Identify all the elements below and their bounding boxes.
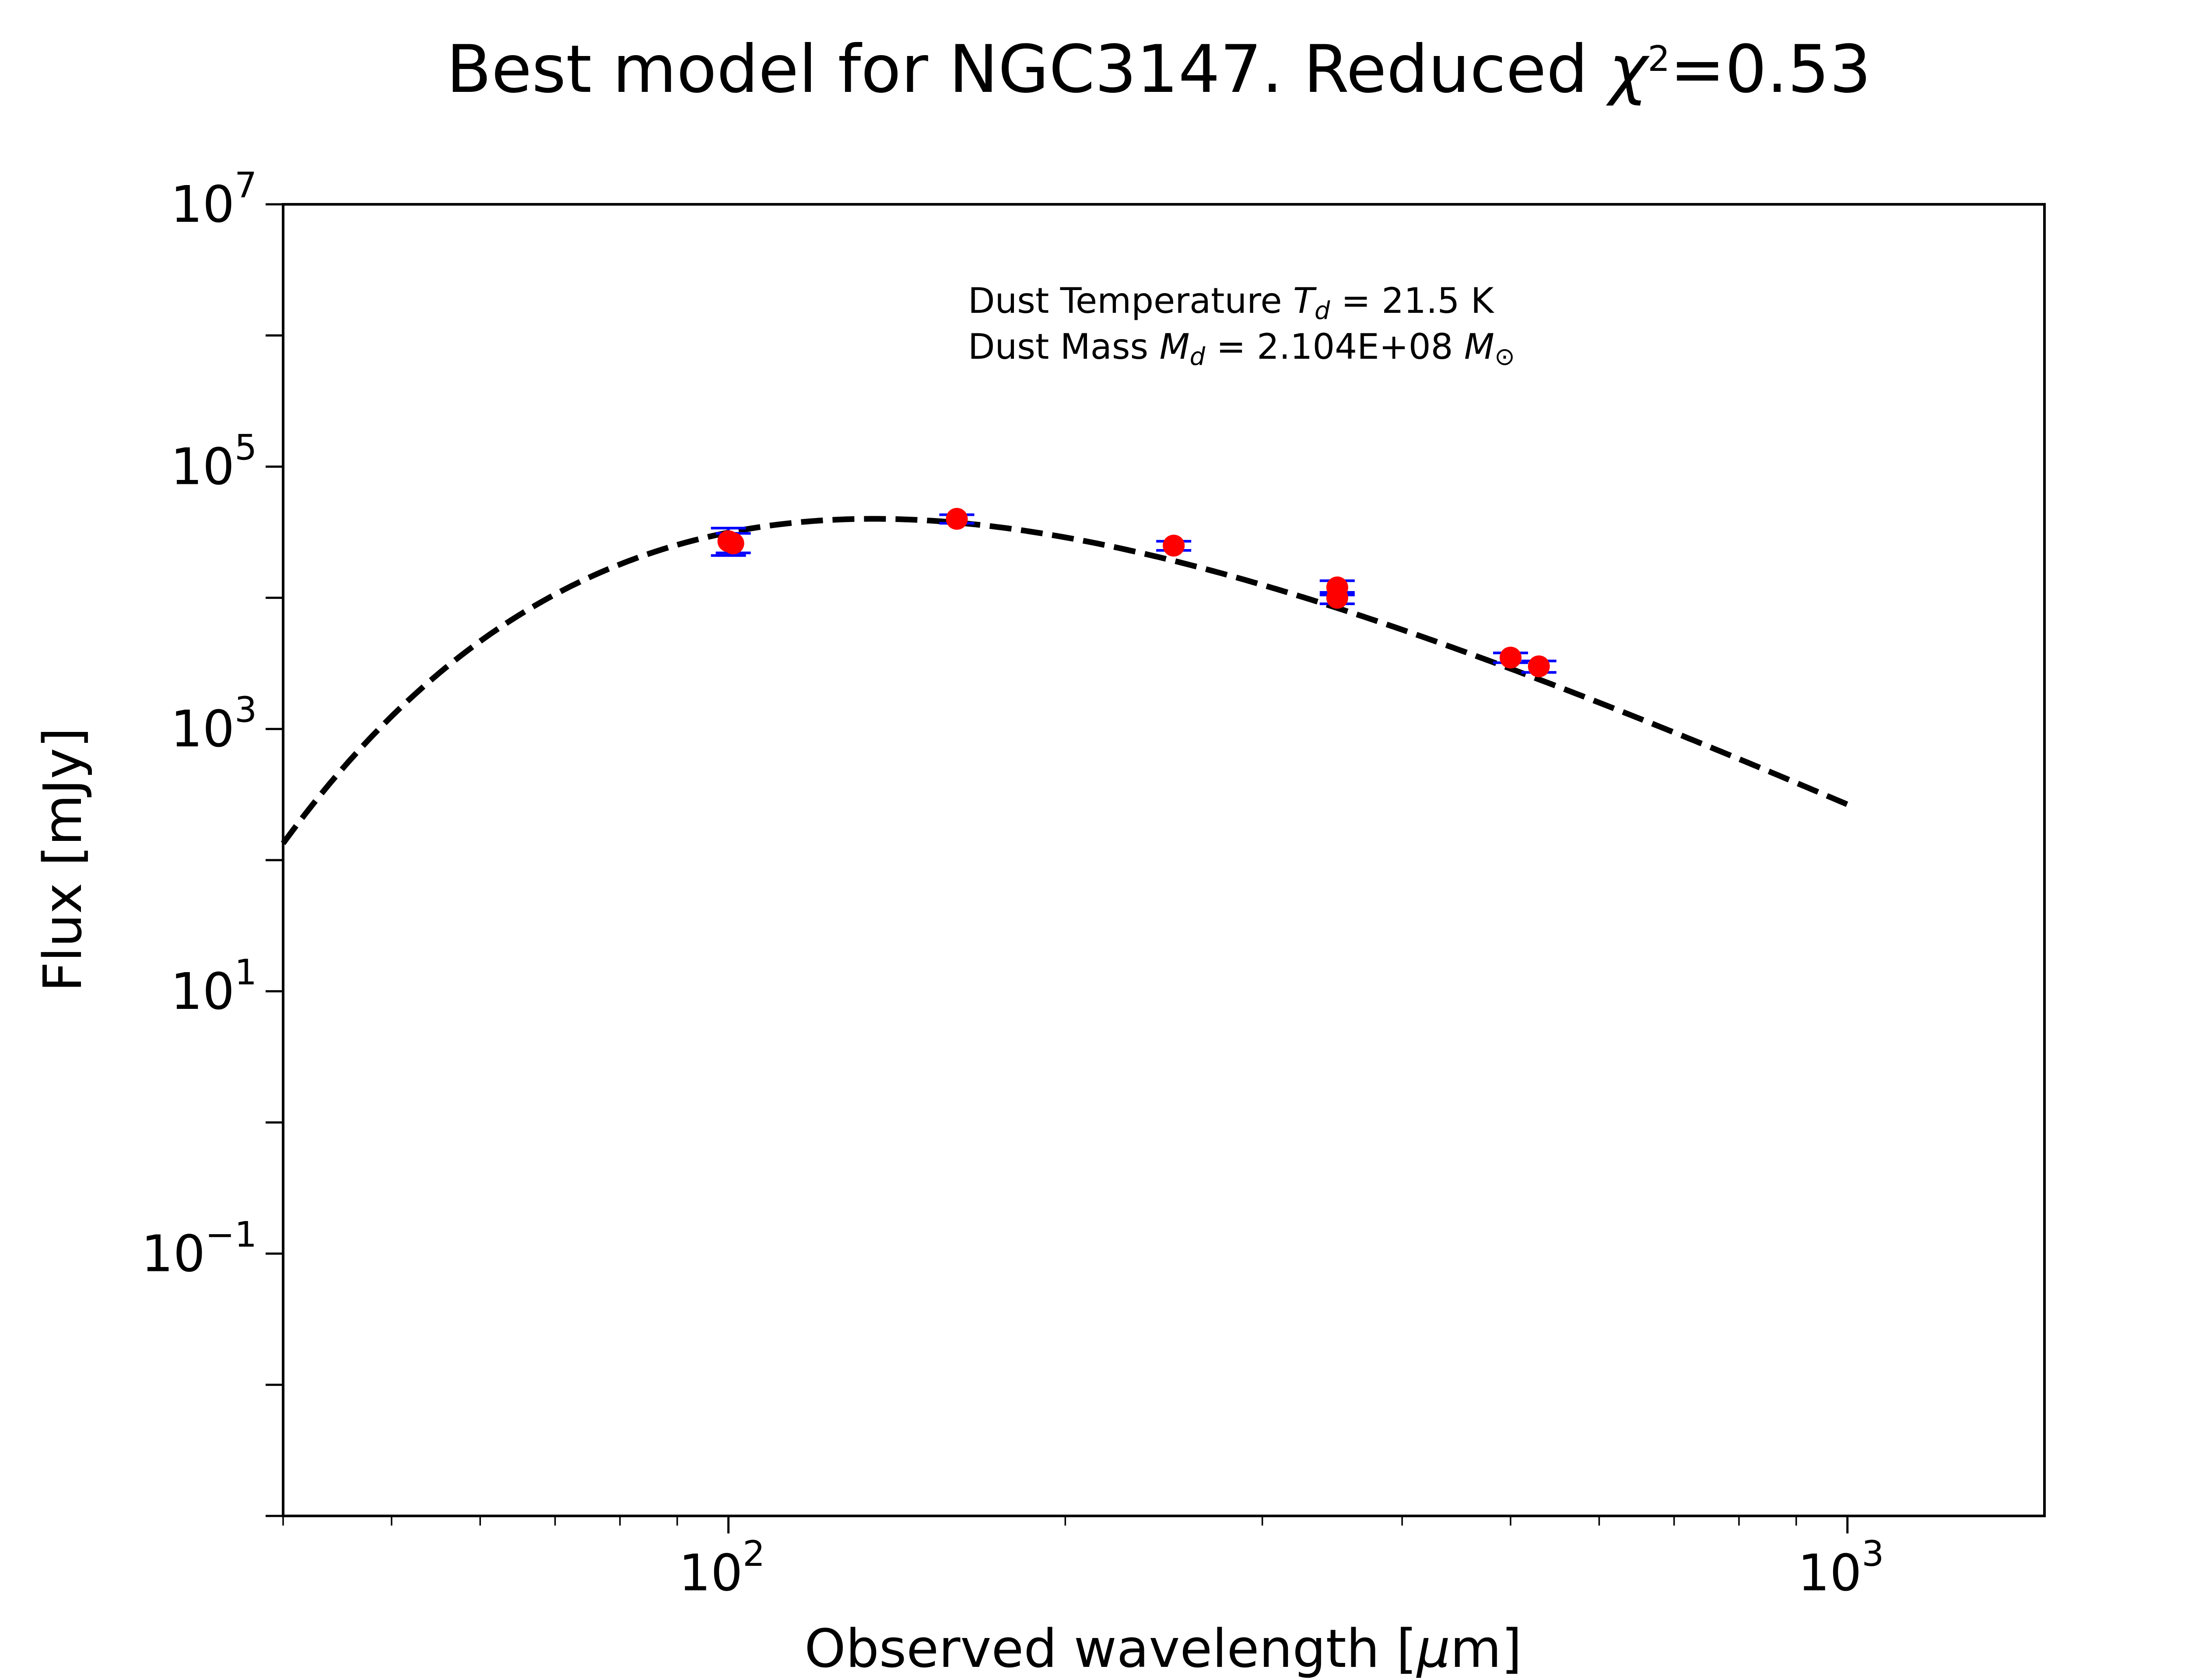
model-curve: [281, 516, 1849, 845]
x-axis-label-text: Observed wavelength [: [804, 1619, 1417, 1680]
data-point: [1499, 647, 1522, 669]
chart-title-text: Best model for NGC3147. Reduced: [446, 32, 1609, 108]
chart-title-chi: χ: [1606, 32, 1650, 108]
x-axis-label-end: m]: [1450, 1619, 1522, 1680]
chart-title-chi-exp: 2: [1648, 38, 1670, 79]
y-tick-label: 10−1: [141, 1214, 257, 1283]
annotation-line: Dust Temperature Td = 21.5 K: [968, 280, 1495, 325]
x-axis-label: Observed wavelength [μm]: [804, 1619, 1522, 1680]
point-layer: [717, 508, 1550, 678]
y-tick-label: 103: [171, 690, 257, 759]
y-tick-label: 105: [171, 427, 257, 497]
x-axis-label-unit: μ: [1416, 1619, 1450, 1680]
chart-title: Best model for NGC3147. Reduced χ2=0.53: [446, 32, 1871, 108]
model-layer: [281, 516, 1849, 845]
data-point: [1528, 655, 1550, 678]
data-point: [722, 532, 744, 554]
annotation-line: Dust Mass Md = 2.104E+08 M⊙: [968, 326, 1515, 371]
data-point: [946, 508, 968, 530]
x-tick-label: 103: [1798, 1533, 1884, 1603]
plot-area: [281, 203, 2046, 1517]
plot-frame: [282, 203, 2046, 1517]
data-point: [1326, 587, 1348, 609]
y-tick-label: 101: [171, 952, 257, 1021]
chart-title-value: =0.53: [1670, 32, 1871, 108]
x-axis-ticks: 102 103: [282, 1516, 1884, 1603]
errorbar-layer: [711, 513, 1557, 674]
y-tick-label: 107: [171, 165, 257, 234]
data-point: [1163, 535, 1185, 557]
x-tick-label: 102: [679, 1533, 765, 1603]
y-axis-label: Flux [mJy]: [33, 728, 94, 992]
y-axis-ticks: 10−1 101 103 105 107: [141, 165, 283, 1517]
